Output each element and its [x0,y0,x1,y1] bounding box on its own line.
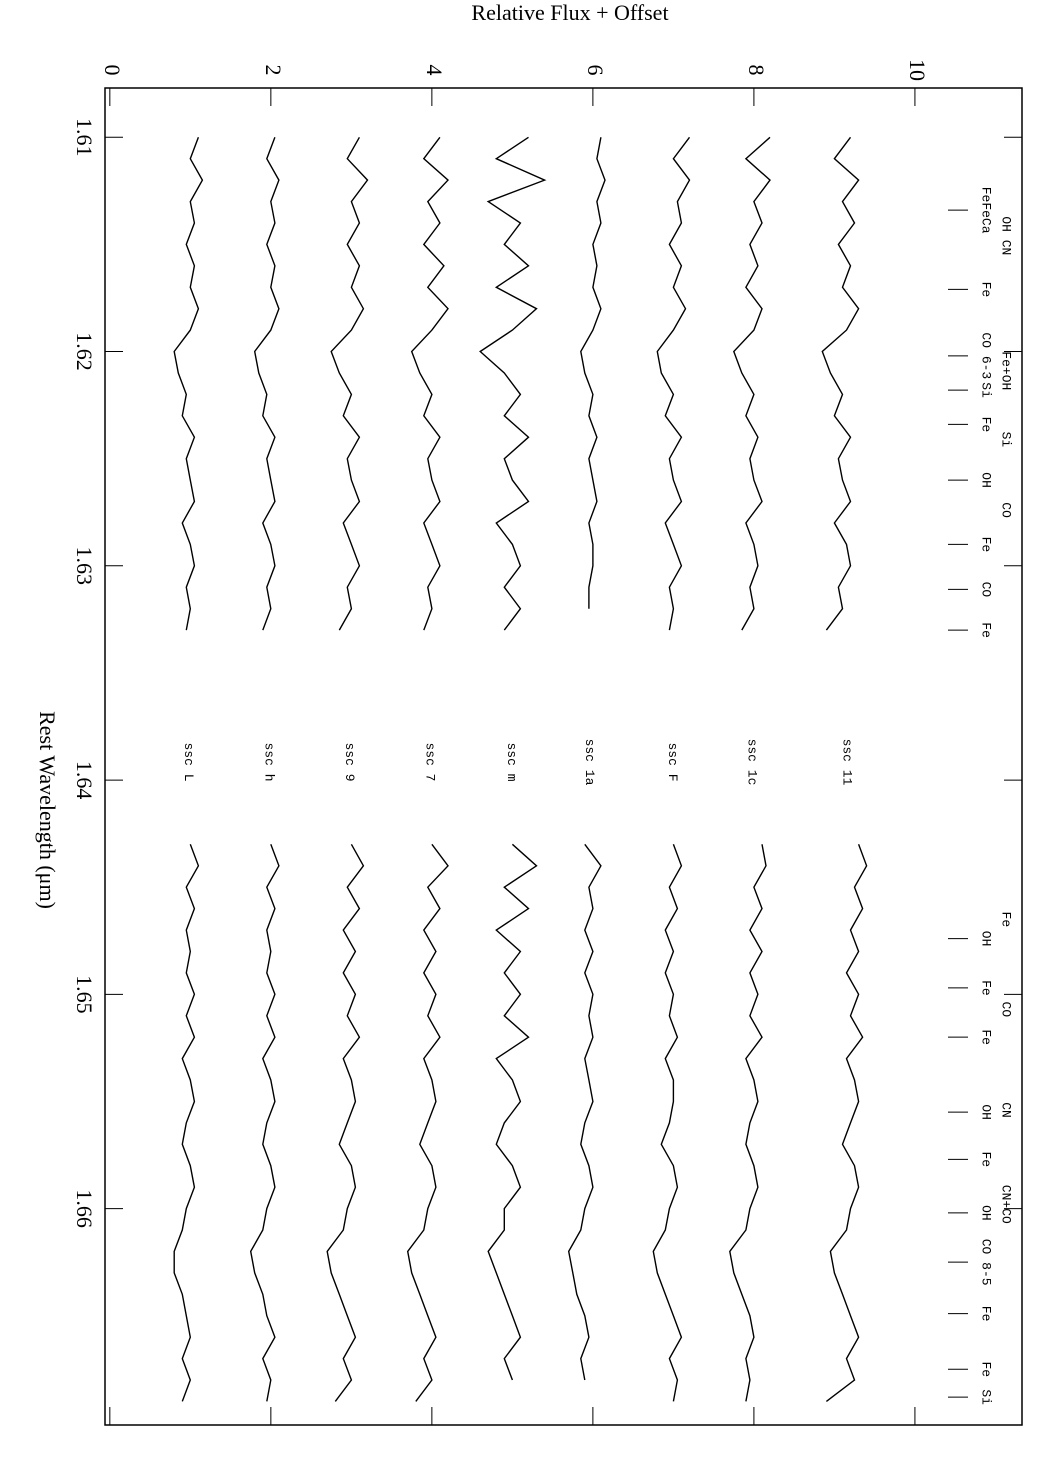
series-label: ssc F [665,742,680,781]
series-label: ssc 7 [423,742,438,781]
line-id-label: Fe [979,1306,994,1322]
spectrum-line [249,137,280,1402]
x-axis-title: Rest Wavelength (μm) [35,711,60,909]
series-label: ssc h [261,742,276,781]
line-id-label: OH [979,1205,994,1221]
line-id-label: Fe [979,622,994,638]
x-tick-label: 1.62 [72,332,97,371]
line-id-label: CN [999,1102,1014,1118]
line-id-label: Fe [999,912,1014,928]
series-label: ssc 11 [840,739,855,786]
y-axis-title: Relative Flux + Offset [471,0,668,25]
spectrum-line [729,136,771,1402]
x-tick-label: 1.61 [72,118,97,157]
line-id-label: Fe [979,282,994,298]
spectrum-line [567,137,606,1381]
spectrum-line [406,136,450,1402]
spectrum-line [821,136,868,1402]
spectrum-line [652,136,691,1402]
line-id-label: Si [979,1389,994,1405]
line-id-label: Fe [979,537,994,553]
line-id-label: OH [979,931,994,947]
plot-frame [104,87,1023,1426]
y-tick-label: 4 [422,65,447,76]
line-id-label: Si [979,382,994,398]
line-id-label: CO 8-5 [979,1239,994,1286]
x-tick-label: 1.66 [72,1189,97,1228]
line-id-label: CO [979,582,994,598]
spectrum-line [173,137,204,1402]
line-id-label: FeFeCa [979,187,994,234]
line-id-label: CO 6-3 [979,332,994,379]
y-tick-label: 10 [905,59,930,81]
y-tick-label: 8 [744,65,769,76]
x-tick-label: 1.64 [72,761,97,800]
line-id-label: Si [999,432,1014,448]
series-label: ssc 9 [342,742,357,781]
y-tick-label: 6 [583,65,608,76]
line-id-label: OH CN [999,216,1014,255]
line-id-label: CO [999,1002,1014,1018]
series-label: ssc m [504,742,519,781]
line-id-label: CO [999,502,1014,518]
line-id-label: OH [979,472,994,488]
spectrum-line [479,136,547,1381]
y-tick-label: 0 [100,65,125,76]
line-id-label: Fe [979,980,994,996]
line-id-label: Fe [979,1152,994,1168]
spectrum-line [326,136,369,1402]
series-label: ssc 1c [745,739,760,786]
line-id-label: OH [979,1104,994,1120]
line-id-label: Fe+OH [999,351,1014,390]
x-tick-label: 1.65 [72,975,97,1014]
y-tick-label: 2 [261,65,286,76]
line-id-label: Fe [979,417,994,433]
series-label: ssc 1a [582,739,597,786]
line-id-label: Fe [979,1361,994,1377]
line-id-label: Fe [979,1029,994,1045]
series-label: ssc L [181,742,196,781]
line-id-label: CN+CO [999,1185,1014,1224]
x-tick-label: 1.63 [72,547,97,586]
